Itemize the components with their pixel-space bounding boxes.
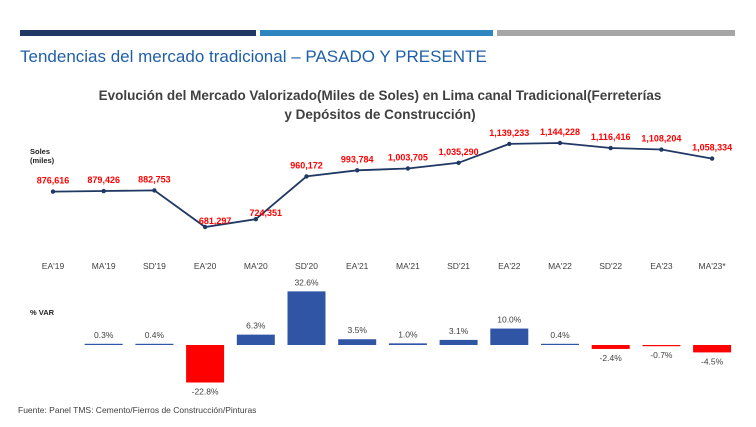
line-point xyxy=(456,160,461,165)
source-footer: Fuente: Panel TMS: Cemento/Fierros de Co… xyxy=(18,405,257,415)
line-data-label: 960,172 xyxy=(290,160,323,170)
line-data-label: 879,426 xyxy=(87,175,120,185)
category-tick-label: SD'19 xyxy=(143,261,166,271)
line-data-label: 1,144,228 xyxy=(540,127,580,137)
bar-data-label: 6.3% xyxy=(246,321,266,331)
line-point xyxy=(101,188,106,194)
category-tick-label: MA'20 xyxy=(244,261,268,271)
category-tick-label: SD'20 xyxy=(295,261,318,271)
line-point xyxy=(202,224,208,230)
category-tick-label: EA'19 xyxy=(42,261,65,271)
category-tick-label: EA'23 xyxy=(650,261,673,271)
line-data-label: 876,616 xyxy=(37,176,70,186)
bar-mark xyxy=(338,339,377,345)
line-series xyxy=(52,142,713,228)
chart-title-line1: Evolución del Mercado Valorizado(Miles d… xyxy=(98,88,662,103)
bar-chart: 0.3% 0.4% -22.8% 6.3% 32.6% 3.5% 1.0% 3.1% 10.0%… xyxy=(84,277,732,397)
line-data-label: 1,139,233 xyxy=(489,128,529,138)
line-data-label: 882,753 xyxy=(138,174,171,184)
bar-data-label: 3.1% xyxy=(449,326,469,336)
line-point xyxy=(152,188,157,193)
accent-bar-navy xyxy=(20,30,256,36)
category-tick-label: SD'22 xyxy=(599,261,622,271)
category-axis: EA'19 MA'19 SD'19 EA'20 MA'20 SD'20 EA'21 MA'21… xyxy=(42,261,727,271)
line-point xyxy=(253,216,258,222)
bar-y-label: % VAR xyxy=(30,308,55,317)
bar-mark xyxy=(135,343,174,345)
line-y-label-line2: (miles) xyxy=(30,156,55,165)
category-tick-label: MA'22 xyxy=(548,261,572,271)
line-data-label: 1,116,416 xyxy=(591,132,631,142)
bar-data-label: -22.8% xyxy=(192,387,219,397)
chart-title: Evolución del Mercado Valorizado(Miles d… xyxy=(60,86,700,124)
bar-data-label: 0.4% xyxy=(145,330,165,340)
category-tick-label: MA'19 xyxy=(92,261,116,271)
line-point xyxy=(557,140,563,146)
bar-mark xyxy=(236,334,275,345)
slide-title: Tendencias del mercado tradicional – PAS… xyxy=(20,47,487,66)
accent-bar-gray xyxy=(497,30,735,36)
bar-mark xyxy=(693,345,732,353)
line-data-label: 1,108,204 xyxy=(641,134,681,144)
line-point xyxy=(608,145,613,151)
line-point xyxy=(659,147,664,152)
line-data-label: 724,351 xyxy=(250,208,283,218)
line-chart: 876,616 879,426 882,753 681,297 724,351 960,1… xyxy=(37,127,732,230)
line-data-label: 1,058,334 xyxy=(692,143,732,153)
category-tick-label: MA'23* xyxy=(699,261,727,271)
line-point xyxy=(507,141,512,147)
bar-mark xyxy=(287,291,326,345)
line-point xyxy=(304,174,309,179)
bar-mark xyxy=(642,345,681,347)
bar-mark xyxy=(84,343,123,345)
category-tick-label: EA'22 xyxy=(498,261,521,271)
bar-mark xyxy=(388,343,427,345)
category-tick-label: EA'21 xyxy=(346,261,369,271)
line-data-label: 993,784 xyxy=(341,154,374,164)
bar-mark xyxy=(591,345,630,349)
category-tick-label: MA'21 xyxy=(396,261,420,271)
bar-data-label: -0.7% xyxy=(650,350,673,360)
line-point xyxy=(709,156,715,161)
bar-mark xyxy=(186,345,225,383)
line-data-label: 681,297 xyxy=(199,216,232,226)
bar-data-label: 3.5% xyxy=(348,325,368,335)
bar-data-label: 1.0% xyxy=(398,329,418,339)
accent-bar-blue xyxy=(260,30,493,36)
chart-title-line2: y Depósitos de Construcción) xyxy=(284,107,476,122)
line-point xyxy=(405,166,411,171)
bar-data-label: 0.4% xyxy=(550,330,570,340)
bar-mark xyxy=(541,343,579,345)
line-y-label: Soles (miles) xyxy=(30,147,54,165)
bar-data-label: 0.3% xyxy=(94,330,114,340)
bar-data-label: -2.4% xyxy=(600,353,623,363)
bar-data-label: -4.5% xyxy=(701,356,724,366)
line-y-label-line1: Soles xyxy=(30,147,51,156)
line-point xyxy=(50,189,56,194)
bar-mark xyxy=(490,328,529,345)
category-tick-label: EA'20 xyxy=(194,261,217,271)
bar-data-label: 32.6% xyxy=(294,277,319,287)
bar-mark xyxy=(439,339,478,345)
line-data-label: 1,035,290 xyxy=(439,147,479,157)
bar-data-label: 10.0% xyxy=(497,315,522,325)
category-tick-label: SD'21 xyxy=(447,261,470,271)
line-data-label: 1,003,705 xyxy=(388,152,428,162)
line-point xyxy=(355,168,360,173)
